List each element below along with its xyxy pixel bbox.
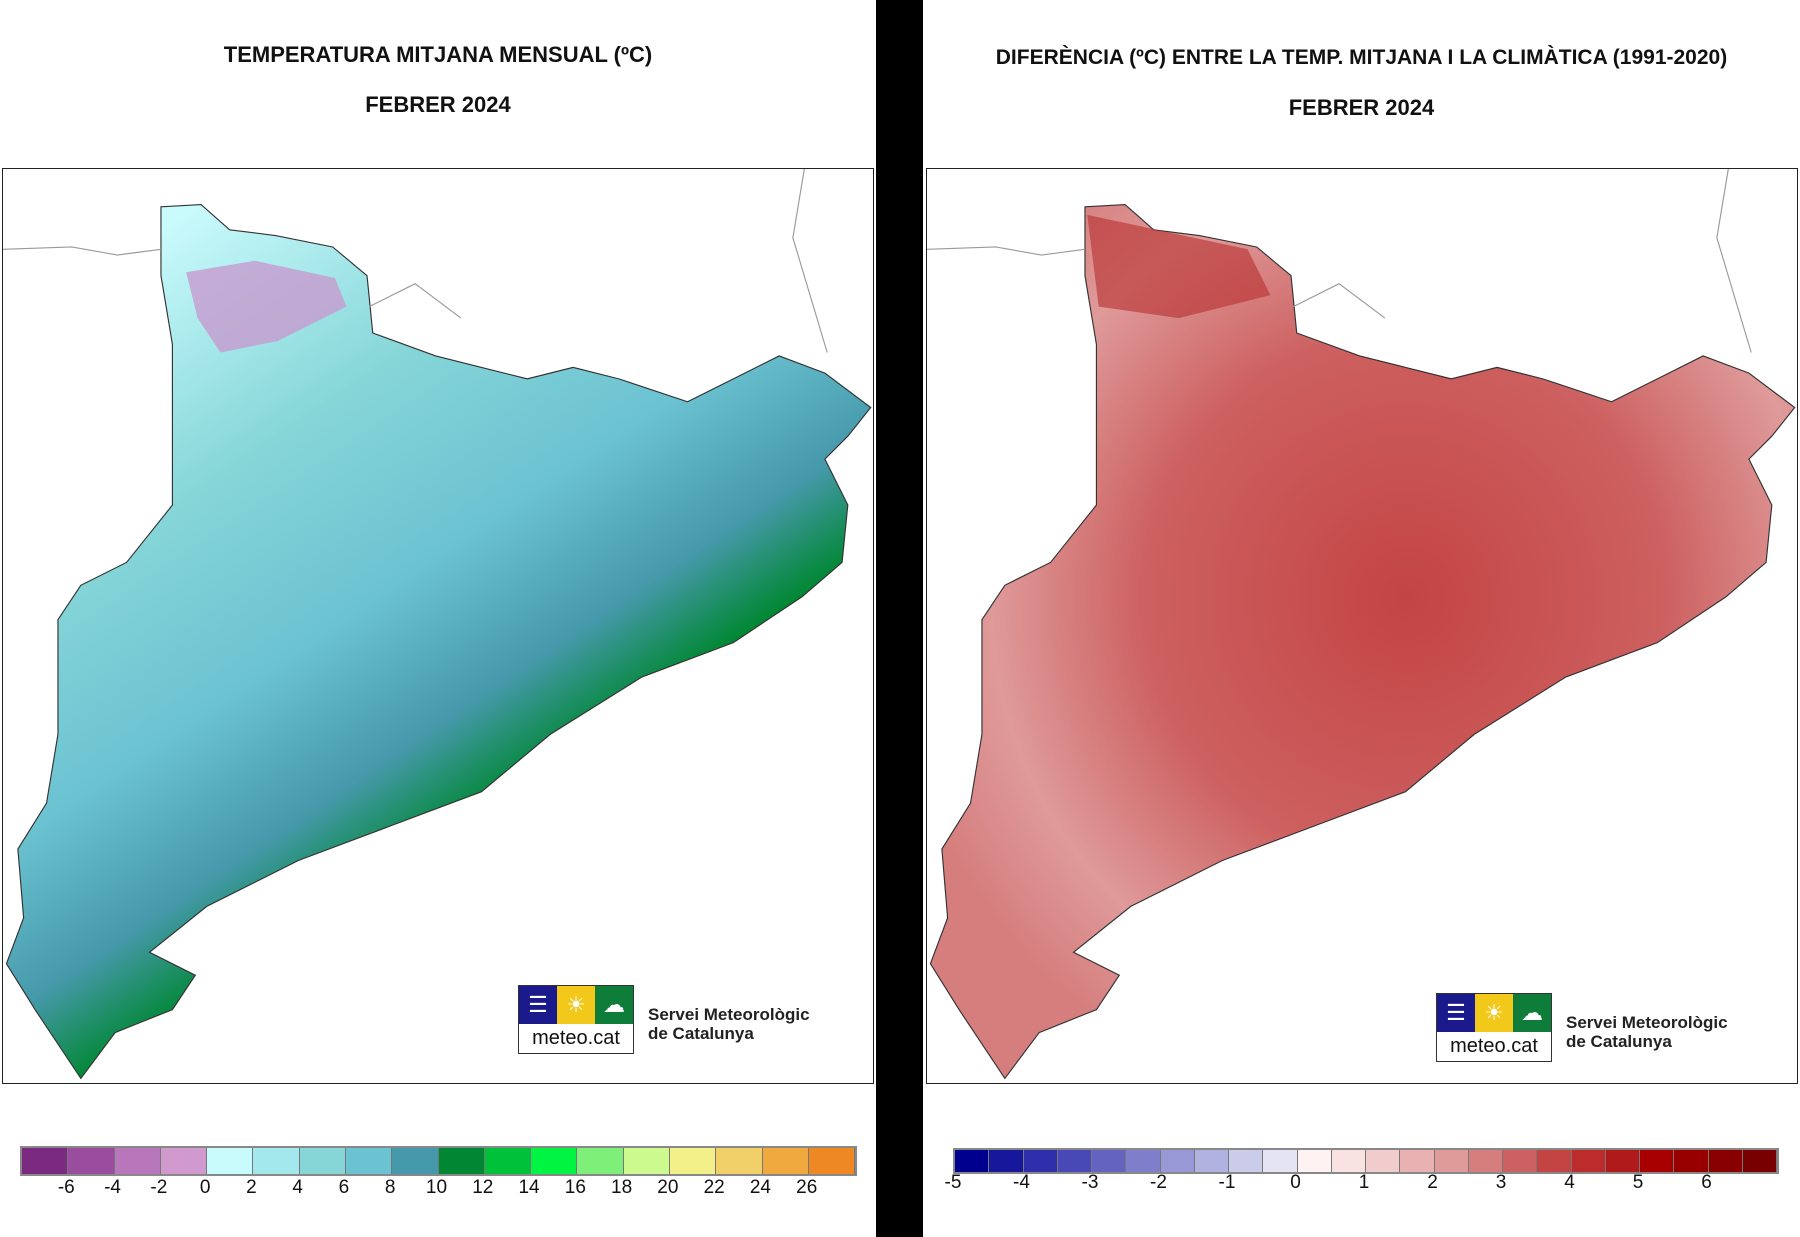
legend-swatch <box>1366 1150 1401 1172</box>
legend-label: 14 <box>518 1177 540 1198</box>
catalonia-shape <box>5 203 872 1080</box>
legend-swatch <box>808 1148 856 1174</box>
legend-label: 4 <box>1564 1172 1575 1193</box>
legend-label: 16 <box>564 1177 586 1198</box>
legend-label: 0 <box>1290 1172 1301 1193</box>
legend-swatch <box>1297 1150 1332 1172</box>
legend-label: -4 <box>1013 1172 1030 1193</box>
temperature-legend-labels: -6 -4 -2 0 2 4 6 8 10 12 14 16 18 20 22 24 26 <box>20 1177 853 1201</box>
legend-swatch <box>1503 1150 1538 1172</box>
legend-label: 2 <box>246 1177 257 1198</box>
legend-swatch <box>1605 1150 1640 1172</box>
legend-swatch <box>1742 1150 1777 1172</box>
logo-name: meteo.cat <box>519 1024 633 1053</box>
legend-swatch <box>1057 1150 1092 1172</box>
legend-swatch <box>1023 1150 1058 1172</box>
legend-label: 1 <box>1358 1172 1370 1193</box>
legend-swatch <box>1708 1150 1743 1172</box>
legend-label: 12 <box>472 1177 494 1198</box>
left-panel: TEMPERATURA MITJANA MENSUAL (ºC) FEBRER … <box>0 0 876 1237</box>
legend-label: 24 <box>749 1177 772 1198</box>
map-subtitle: FEBRER 2024 <box>1288 95 1435 120</box>
map-subtitle: FEBRER 2024 <box>365 92 511 117</box>
legend-label: 6 <box>338 1177 350 1198</box>
legend-swatch <box>299 1148 346 1174</box>
legend-swatch <box>345 1148 393 1174</box>
legend-swatch <box>114 1148 161 1174</box>
legend-swatch <box>160 1148 208 1174</box>
org-name: Servei Meteorològic <box>648 1005 810 1024</box>
legend-swatch <box>1263 1150 1298 1172</box>
legend-label: -5 <box>944 1172 962 1193</box>
legend-label: 10 <box>425 1177 448 1198</box>
legend-label: -2 <box>150 1177 168 1198</box>
legend-label: 8 <box>384 1177 396 1198</box>
legend-swatch <box>1331 1150 1366 1172</box>
legend-swatch <box>762 1148 809 1174</box>
legend-label: 26 <box>796 1177 818 1198</box>
legend-swatch <box>1571 1150 1606 1172</box>
legend-swatch <box>207 1148 254 1174</box>
legend-label: 4 <box>292 1177 303 1198</box>
legend-label: -2 <box>1150 1172 1167 1193</box>
legend-label: 18 <box>611 1177 633 1198</box>
org-name-2: de Catalunya <box>648 1024 754 1043</box>
legend-swatch <box>669 1148 717 1174</box>
legend-swatch <box>1434 1150 1469 1172</box>
legend-swatch <box>623 1148 670 1174</box>
legend-label: -3 <box>1081 1172 1099 1193</box>
legend-label: 22 <box>703 1177 725 1198</box>
map-title: TEMPERATURA MITJANA MENSUAL (ºC) <box>223 42 653 67</box>
temperature-map <box>2 168 874 1084</box>
anomaly-map <box>926 168 1798 1084</box>
temperature-legend <box>20 1146 857 1176</box>
anomaly-legend <box>953 1148 1779 1174</box>
legend-swatch <box>1674 1150 1709 1172</box>
org-name-2: de Catalunya <box>1566 1032 1672 1051</box>
legend-swatch <box>1092 1150 1127 1172</box>
legend-label: -1 <box>1218 1172 1236 1193</box>
legend-swatch <box>22 1148 69 1174</box>
map-title: DIFERÈNCIA (ºC) ENTRE LA TEMP. MITJANA I… <box>995 46 1728 69</box>
legend-swatch <box>1160 1150 1195 1172</box>
legend-swatch <box>68 1148 115 1174</box>
legend-label: -4 <box>104 1177 121 1198</box>
legend-label: 20 <box>657 1177 679 1198</box>
legend-swatch <box>253 1148 300 1174</box>
legend-swatch <box>1126 1150 1161 1172</box>
legend-swatch <box>1468 1150 1503 1172</box>
legend-swatch <box>716 1148 763 1174</box>
legend-label: -6 <box>57 1177 75 1198</box>
legend-swatch <box>955 1150 990 1172</box>
legend-swatch <box>1229 1150 1264 1172</box>
anomaly-legend-labels: -5 -4 -3 -2 -1 0 1 2 3 4 5 6 <box>945 1172 1775 1196</box>
legend-label: 5 <box>1632 1172 1644 1193</box>
legend-swatch <box>392 1148 439 1174</box>
logo-name: meteo.cat <box>1437 1032 1551 1061</box>
legend-swatch <box>577 1148 624 1174</box>
legend-label: 6 <box>1701 1172 1712 1193</box>
legend-swatch <box>531 1148 578 1174</box>
legend-label: 0 <box>199 1177 211 1198</box>
catalonia-shape <box>929 203 1796 1080</box>
legend-swatch <box>1640 1150 1675 1172</box>
legend-swatch <box>989 1150 1024 1172</box>
legend-swatch <box>484 1148 532 1174</box>
legend-label: 3 <box>1495 1172 1507 1193</box>
meteocat-logo: ☰ ☀ ☁ meteo.cat Servei Meteorològic de Cata… <box>1436 993 1728 1062</box>
legend-swatch <box>438 1148 485 1174</box>
legend-swatch <box>1194 1150 1229 1172</box>
legend-swatch <box>1537 1150 1572 1172</box>
separator <box>876 0 923 1237</box>
right-panel: DIFERÈNCIA (ºC) ENTRE LA TEMP. MITJANA I… <box>923 0 1800 1237</box>
org-name: Servei Meteorològic <box>1566 1013 1728 1032</box>
legend-swatch <box>1400 1150 1435 1172</box>
meteocat-logo: ☰ ☀ ☁ meteo.cat Servei Meteorològic de Cata… <box>518 985 810 1054</box>
legend-label: 2 <box>1427 1172 1438 1193</box>
